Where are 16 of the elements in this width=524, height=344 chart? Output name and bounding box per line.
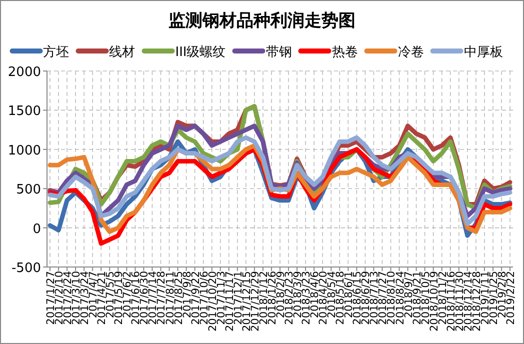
y-tick-label: -500 [11,261,41,276]
y-tick-label: 2000 [8,65,41,80]
y-tick-label: 1500 [8,104,41,120]
legend-label: 冷卷 [398,45,424,60]
y-tick-label: 1000 [8,143,41,158]
y-tick-label: 0 [32,222,41,237]
legend-label: III级螺纹 [175,45,226,60]
legend-label: 中厚板 [464,45,503,60]
legend-label: 带钢 [266,45,292,60]
chart-title: 监测钢材品种利润走势图 [168,11,356,31]
legend-label: 线材 [109,45,136,60]
x-tick-label: 2019/2/22 [505,271,517,325]
legend-label: 热卷 [332,45,358,60]
y-tick-label: 500 [16,182,41,198]
line-series [48,135,512,226]
legend-label: 方坯 [43,44,70,60]
